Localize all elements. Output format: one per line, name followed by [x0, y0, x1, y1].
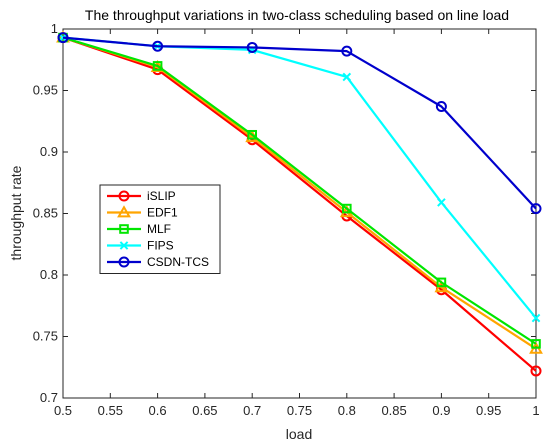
y-axis-label: throughput rate	[8, 165, 24, 260]
x-axis-ticks: 0.5 0.55 0.6 0.65 0.7 0.75 0.8 0.85 0.9 0.95 1	[54, 29, 540, 418]
series-mlf	[58, 32, 541, 349]
legend-entry: EDF1	[107, 205, 178, 220]
legend-label: EDF1	[147, 206, 178, 220]
data-point	[152, 40, 164, 52]
series-line	[62, 36, 537, 372]
data-point	[530, 203, 542, 215]
series-layer	[56, 30, 543, 377]
y-tick-label: 0.85	[33, 206, 58, 221]
chart-title: The throughput variations in two-class s…	[85, 7, 509, 23]
data-point	[152, 61, 163, 71]
x-tick-label: 0.5	[54, 403, 72, 418]
legend-label: iSLIP	[147, 189, 176, 203]
data-point	[531, 339, 541, 349]
x-tick-label: 0.85	[381, 403, 406, 418]
x-tick-label: 1	[532, 403, 539, 418]
y-tick-label: 0.75	[33, 329, 58, 344]
data-point	[57, 32, 69, 44]
data-point	[530, 365, 542, 377]
legend: iSLIP EDF1 MLF FIPS CSDN-TCS	[99, 184, 221, 274]
legend-marker	[119, 241, 129, 250]
legend-marker	[119, 224, 129, 234]
legend-entry: MLF	[107, 222, 171, 236]
y-tick-label: 0.9	[40, 144, 58, 159]
data-point	[531, 313, 541, 323]
legend-label: FIPS	[147, 239, 174, 253]
series-line	[62, 36, 537, 345]
data-point	[342, 72, 352, 82]
data-point	[246, 41, 258, 53]
x-tick-label: 0.8	[338, 403, 356, 418]
data-point	[342, 203, 352, 214]
series-line	[62, 36, 537, 210]
x-tick-label: 0.7	[243, 403, 261, 418]
x-tick-label: 0.9	[432, 403, 450, 418]
x-marker-stroke	[531, 313, 541, 323]
x-tick-label: 0.75	[287, 403, 312, 418]
x-axis-label: load	[286, 426, 312, 442]
legend-entry: CSDN-TCS	[107, 255, 209, 269]
data-point	[435, 100, 447, 112]
legend-label: CSDN-TCS	[147, 255, 209, 269]
series-csdn-tcs	[57, 32, 542, 215]
x-marker-stroke	[119, 241, 129, 250]
y-tick-label: 0.95	[33, 83, 58, 98]
x-tick-label: 0.6	[149, 403, 167, 418]
legend-marker	[118, 190, 130, 202]
data-point	[436, 277, 447, 288]
x-tick-label: 0.55	[98, 403, 123, 418]
x-marker-stroke	[437, 198, 446, 207]
legend-marker	[117, 205, 131, 218]
x-marker-stroke	[342, 72, 352, 82]
legend-marker	[118, 256, 130, 268]
y-tick-label: 0.7	[40, 390, 58, 405]
legend-entry: FIPS	[107, 239, 174, 253]
data-point	[247, 129, 257, 140]
legend-label: MLF	[147, 222, 171, 236]
y-axis-ticks: 0.7 0.75 0.8 0.85 0.9 0.95 1	[33, 21, 536, 405]
data-point	[341, 45, 353, 57]
x-tick-label: 0.65	[192, 403, 217, 418]
data-point	[437, 198, 446, 207]
y-tick-label: 0.8	[40, 267, 58, 282]
x-tick-label: 0.95	[476, 403, 501, 418]
legend-entry: iSLIP	[107, 189, 176, 203]
y-tick-label: 1	[51, 21, 58, 36]
